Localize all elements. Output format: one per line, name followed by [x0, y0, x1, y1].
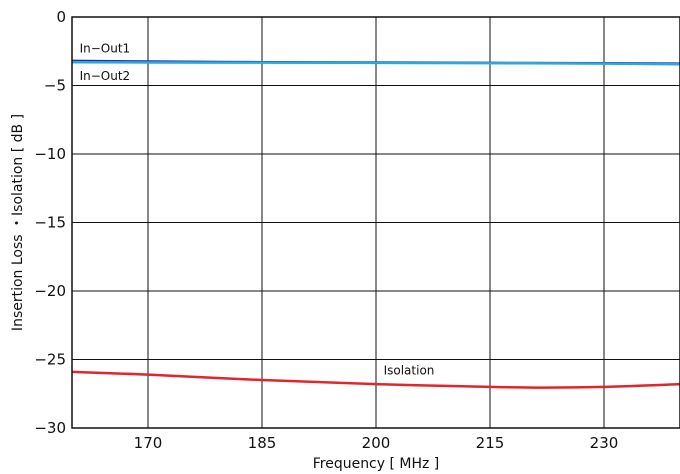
y-tick-label: −30	[34, 419, 66, 437]
y-tick-label: −10	[34, 145, 66, 163]
y-axis-label: Insertion Loss ・Isolation [ dB ]	[10, 114, 26, 331]
x-axis-label: Frequency [ MHz ]	[313, 456, 440, 472]
series-annotations: In−Out1 In−Out2 Isolation	[80, 42, 435, 378]
annotation-label: In−Out2	[80, 69, 131, 83]
series-line-in-out2	[71, 60, 680, 66]
x-tick-label: 200	[362, 434, 391, 452]
y-tick-label: −25	[34, 351, 66, 369]
annotation-label: In−Out1	[80, 42, 131, 56]
x-tick-label: 185	[248, 434, 277, 452]
y-tick-label: 0	[56, 8, 66, 26]
x-tick-label: 230	[590, 434, 619, 452]
annotation-label: Isolation	[384, 364, 435, 378]
y-axis-ticks: 0 −5 −10 −15 −20 −25 −30	[34, 8, 66, 437]
grid-lines	[72, 16, 680, 429]
x-axis-ticks: 170 185 200 215 230	[134, 434, 619, 452]
x-tick-label: 170	[134, 434, 163, 452]
series-line-isolation	[71, 370, 680, 389]
y-tick-label: −5	[44, 77, 66, 95]
x-tick-label: 215	[476, 434, 505, 452]
plot-frame	[71, 16, 680, 429]
y-tick-label: −20	[34, 282, 66, 300]
series-lines	[71, 59, 680, 389]
y-tick-label: −15	[34, 214, 66, 232]
